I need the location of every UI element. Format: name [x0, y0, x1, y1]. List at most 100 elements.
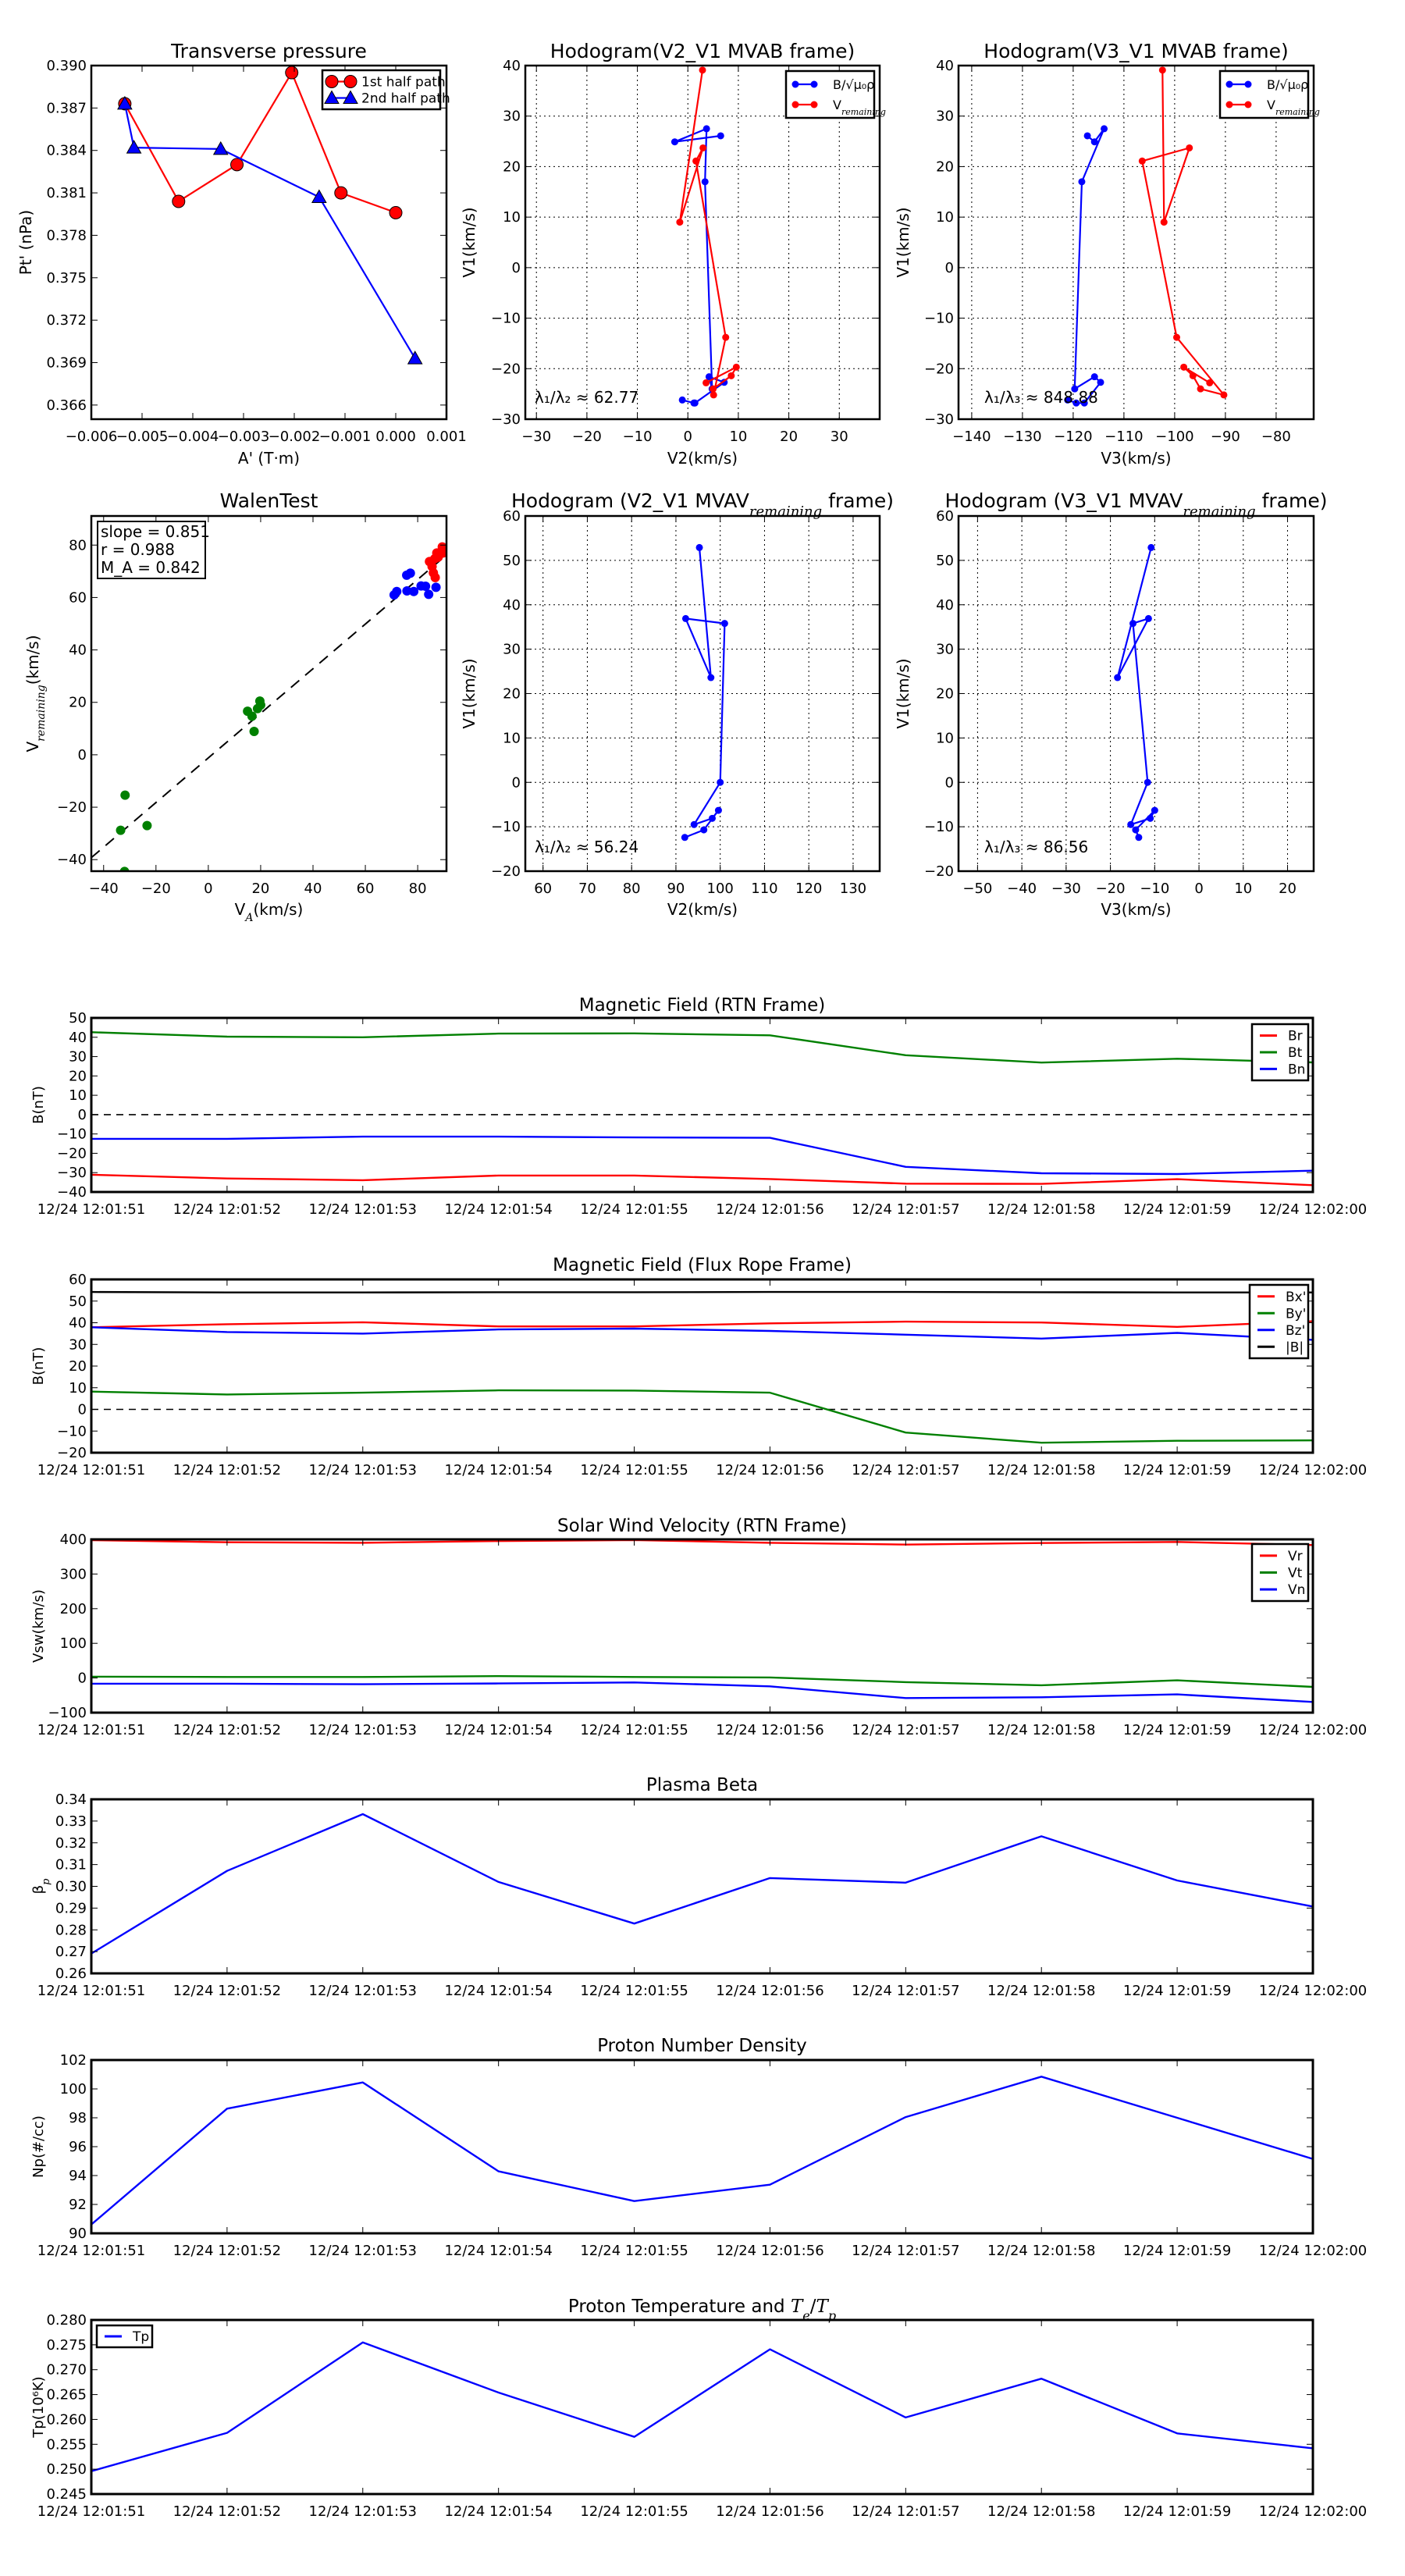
data-point [285, 66, 299, 80]
data-point [695, 543, 703, 551]
chart-title-part: e [802, 2308, 809, 2323]
x-tick-label: −110 [1104, 429, 1143, 445]
y-tick-label: 96 [69, 2139, 87, 2155]
data-point [699, 144, 707, 151]
legend-marker [343, 75, 357, 88]
data-point [681, 834, 688, 841]
x-tick-label: 12/24 12:01:57 [852, 1983, 959, 1999]
x-tick-label: −120 [1054, 429, 1092, 445]
chart-title-part: / [810, 2297, 816, 2317]
y-tick-label: 20 [936, 686, 954, 703]
y-tick-label: 10 [503, 209, 521, 226]
data-point [727, 372, 735, 379]
data-point [1080, 399, 1088, 407]
x-tick-label: 12/24 12:01:58 [987, 1722, 1095, 1738]
x-tick-label: 12/24 12:02:00 [1259, 1462, 1367, 1478]
x-tick-label: 12/24 12:01:54 [444, 2243, 552, 2259]
x-tick-label: 12/24 12:01:52 [173, 1462, 281, 1478]
data-point [732, 363, 740, 371]
x-tick-label: 12/24 12:01:56 [716, 2503, 823, 2520]
y-tick-label: 10 [503, 730, 521, 746]
legend-item: Bt [1260, 1045, 1303, 1061]
data-point [119, 866, 130, 871]
x-tick-label: −0.003 [218, 429, 270, 445]
x-tick-label: 12/24 12:01:51 [37, 2503, 145, 2520]
x-axis-label: V3(km/s) [1101, 449, 1171, 468]
data-point [692, 157, 700, 165]
plot-frame [90, 2058, 1314, 2235]
chart-panel: Proton Number Density 12/24 12:01:51 12/24… [30, 2036, 1367, 2259]
x-tick-label: 12/24 12:01:56 [716, 1983, 823, 1999]
y-tick-label: 20 [69, 1068, 87, 1084]
data-point [717, 778, 724, 786]
legend-marker [1225, 101, 1233, 109]
data-point [701, 178, 709, 186]
eigenvalue-ratio-annotation: λ₁/λ₃ ≈ 86.56 [984, 838, 1088, 856]
x-tick-label: 0.001 [426, 429, 467, 445]
x-tick-label: 12/24 12:01:53 [309, 2243, 417, 2259]
x-tick-label: −140 [952, 429, 991, 445]
chart-panel: Transverse pressure−0.006−0.005−0.004−0.… [16, 40, 467, 468]
x-tick-label: 12/24 12:01:55 [580, 1462, 688, 1478]
x-tick-label: −20 [572, 429, 602, 445]
data-point [1147, 814, 1154, 822]
y-tick-label: −20 [924, 361, 954, 377]
y-tick-label: 50 [936, 553, 954, 569]
y-tick-label: 10 [69, 1087, 87, 1104]
series-line [1141, 69, 1225, 396]
x-axis-label-part: (km/s) [253, 900, 303, 919]
x-tick-label: −40 [1007, 881, 1037, 897]
chart-title-part: T [791, 2297, 804, 2317]
data-point [126, 140, 142, 154]
x-tick-label: 12/24 12:02:00 [1259, 1722, 1367, 1738]
data-point [1071, 385, 1079, 393]
y-axis-label: Vsw(km/s) [30, 1589, 47, 1663]
data-point [1189, 372, 1197, 379]
legend: B/√μ₀ρ Vremaining [784, 69, 886, 119]
data-point [1083, 132, 1091, 140]
x-tick-label: 12/24 12:01:53 [309, 1722, 417, 1738]
y-tick-label: −40 [57, 1184, 87, 1201]
data-point [708, 814, 716, 822]
y-tick-label: 50 [69, 1010, 87, 1026]
x-tick-label: −20 [1096, 881, 1126, 897]
series-line [91, 1389, 1313, 1444]
legend-label: Vn [1288, 1582, 1305, 1598]
x-tick-label: −80 [1261, 429, 1291, 445]
chart-title-part: Hodogram (V3_V1 MVAV [944, 489, 1183, 512]
x-tick-label: 10 [729, 429, 747, 445]
plot-frame [524, 64, 881, 421]
x-tick-label: 12/24 12:02:00 [1259, 2503, 1367, 2520]
x-tick-label: 20 [1279, 881, 1297, 897]
legend-label: Bt [1288, 1045, 1303, 1061]
y-tick-label: 30 [936, 109, 954, 125]
y-tick-label: 40 [936, 597, 954, 614]
data-point [1135, 834, 1143, 841]
y-tick-label: 0.255 [46, 2436, 87, 2453]
legend-item: B/√μ₀ρ [1225, 77, 1308, 92]
x-tick-label: 12/24 12:01:53 [309, 1201, 417, 1218]
y-tick-label: 20 [69, 695, 87, 711]
y-tick-label: 20 [69, 1358, 87, 1375]
y-tick-label: −10 [57, 1126, 87, 1143]
chart-panel: Magnetic Field (Flux Rope Frame) 12/24 12… [30, 1255, 1367, 1478]
data-point [392, 586, 402, 596]
plot-area [1114, 543, 1158, 841]
chart-panel: Magnetic Field (RTN Frame) 12/24 12:01:51… [30, 995, 1367, 1218]
legend-label: B/√μ₀ρ [833, 77, 874, 92]
y-tick-label: 0.26 [55, 1966, 87, 1982]
legend-marker [791, 80, 799, 88]
x-tick-label: 12/24 12:01:52 [173, 1983, 281, 1999]
data-point [699, 66, 706, 74]
y-tick-label: 0.372 [46, 312, 87, 329]
plot-area [1064, 66, 1228, 407]
chart-title: WalenTest [220, 489, 318, 512]
data-point [409, 586, 419, 596]
y-tick-label: 40 [503, 597, 521, 614]
data-point [1197, 385, 1204, 393]
y-tick-label: 30 [503, 642, 521, 658]
data-point [212, 141, 229, 155]
y-axis-label-part: remaining [35, 685, 48, 742]
chart-title-part: frame) [1256, 489, 1328, 512]
x-tick-label: 10 [1234, 881, 1252, 897]
